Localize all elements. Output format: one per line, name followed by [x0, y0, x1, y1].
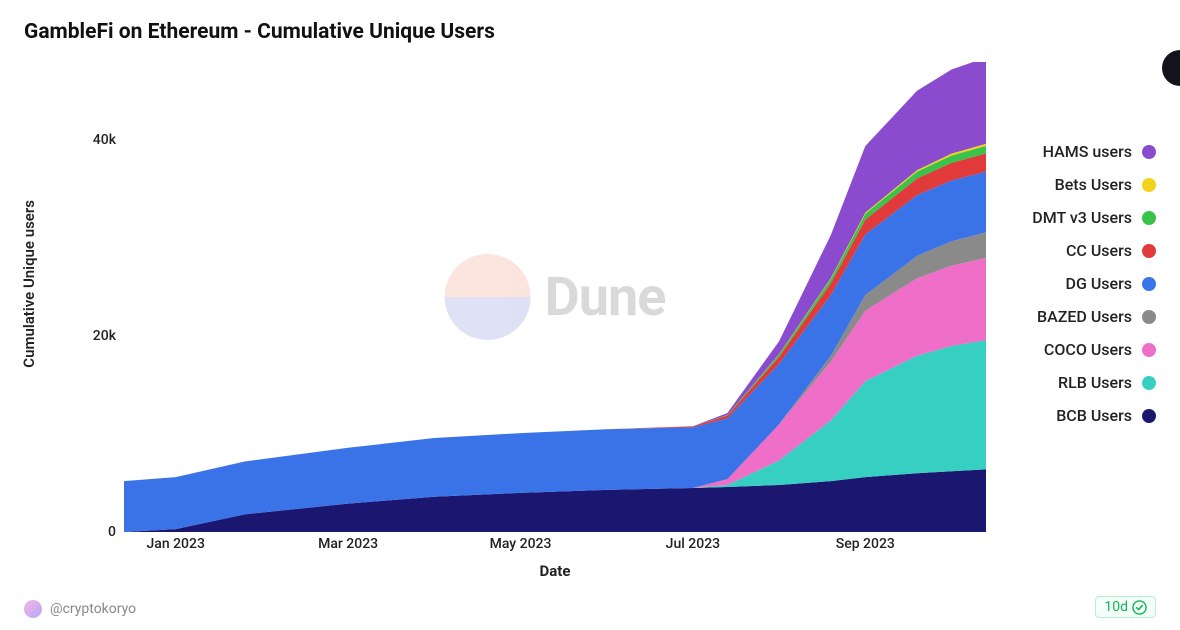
legend-label: CC Users — [1066, 241, 1132, 260]
legend-item[interactable]: RLB Users — [1010, 373, 1156, 392]
legend-item[interactable]: BAZED Users — [1010, 307, 1156, 326]
legend-label: Bets Users — [1055, 175, 1132, 194]
legend-dot-icon — [1142, 343, 1156, 357]
x-tick-label: Jul 2023 — [666, 536, 720, 552]
legend-dot-icon — [1142, 211, 1156, 225]
freshness-badge[interactable]: 10d — [1095, 596, 1156, 618]
legend-dot-icon — [1142, 409, 1156, 423]
y-axis-ticks: 020k40k — [74, 62, 120, 532]
chart-title: GambleFi on Ethereum - Cumulative Unique… — [24, 20, 1156, 44]
chart-container: GambleFi on Ethereum - Cumulative Unique… — [0, 0, 1180, 630]
x-axis-label: Date — [124, 562, 986, 580]
x-tick-label: Jan 2023 — [147, 536, 205, 552]
legend-dot-icon — [1142, 277, 1156, 291]
legend-item[interactable]: HAMS users — [1010, 142, 1156, 161]
legend-dot-icon — [1142, 376, 1156, 390]
legend-label: DMT v3 Users — [1032, 208, 1132, 227]
y-tick-label: 40k — [93, 132, 116, 148]
plot-area: 0 20k 40k Dune Jan 2023 Mar 2023 May 2023 Jul… — [74, 52, 986, 582]
legend-label: HAMS users — [1043, 142, 1132, 161]
x-axis-ticks: Jan 2023 Mar 2023 May 2023 Jul 2023 Sep 2023 — [124, 536, 986, 556]
chart-row: Cumulative Unique users 020k40k Dune Jan… — [24, 52, 1156, 582]
legend-dot-icon — [1142, 178, 1156, 192]
legend-item[interactable]: COCO Users — [1010, 340, 1156, 359]
legend-dot-icon — [1142, 310, 1156, 324]
legend-label: COCO Users — [1044, 340, 1132, 359]
legend-label: BCB Users — [1056, 406, 1132, 425]
legend-item[interactable]: DG Users — [1010, 274, 1156, 293]
y-tick-label: 0 — [108, 524, 116, 540]
plot: Dune — [124, 62, 986, 532]
legend-item[interactable]: DMT v3 Users — [1010, 208, 1156, 227]
y-axis-label: Cumulative Unique users — [18, 200, 40, 368]
legend-dot-icon — [1142, 244, 1156, 258]
check-circle-icon — [1132, 600, 1147, 615]
freshness-value: 10d — [1104, 599, 1128, 615]
legend: HAMS users Bets Users DMT v3 Users CC Users… — [986, 52, 1156, 582]
legend-item[interactable]: CC Users — [1010, 241, 1156, 260]
x-tick-label: May 2023 — [490, 536, 552, 552]
legend-item[interactable]: BCB Users — [1010, 406, 1156, 425]
legend-label: DG Users — [1066, 274, 1132, 293]
legend-label: BAZED Users — [1037, 307, 1132, 326]
author-attribution[interactable]: @cryptokoryo — [24, 600, 136, 618]
corner-badge-icon — [1162, 50, 1180, 86]
avatar-icon — [24, 600, 42, 618]
legend-label: RLB Users — [1058, 373, 1132, 392]
y-tick-label: 20k — [93, 328, 116, 344]
legend-item[interactable]: Bets Users — [1010, 175, 1156, 194]
x-tick-label: Mar 2023 — [318, 536, 378, 552]
author-handle: @cryptokoryo — [50, 601, 136, 617]
x-tick-label: Sep 2023 — [836, 536, 895, 552]
stacked-area-chart — [124, 62, 986, 532]
legend-dot-icon — [1142, 145, 1156, 159]
